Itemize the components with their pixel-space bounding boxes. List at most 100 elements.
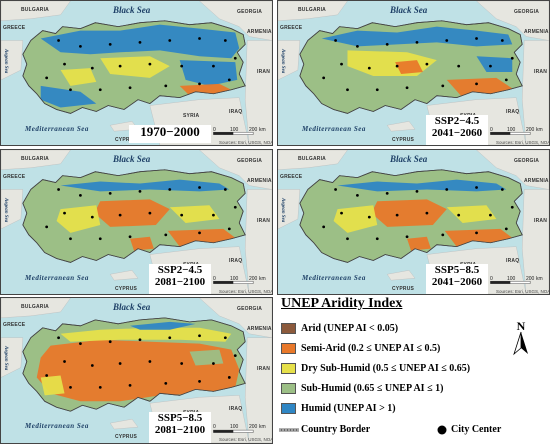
iraq-label: IRAQ bbox=[229, 258, 243, 264]
city-center-marker bbox=[57, 336, 60, 340]
aridity-region bbox=[321, 26, 513, 47]
legend-label-country-border: Country Border bbox=[301, 424, 371, 435]
period-years: 1970−2000 bbox=[140, 124, 200, 139]
city-center-marker bbox=[168, 39, 172, 42]
aridity-region bbox=[371, 199, 447, 227]
city-center-marker bbox=[90, 66, 94, 70]
city-center-marker bbox=[415, 190, 419, 193]
aridity-region bbox=[179, 60, 238, 86]
greece-label: GREECE bbox=[280, 25, 303, 31]
period-label: SSP5−8.5 2081−2100 bbox=[149, 412, 211, 443]
scale-bar bbox=[213, 131, 254, 135]
georgia-label: GEORGIA bbox=[514, 158, 540, 164]
city-center-marker bbox=[164, 84, 168, 88]
aridity-region bbox=[333, 205, 378, 233]
legend-label-sub-humid: Sub-Humid (0.65 ≤ UNEP AI ≤ 1) bbox=[301, 383, 444, 394]
city-center-marker bbox=[500, 39, 504, 42]
georgia-label: GEORGIA bbox=[237, 9, 263, 15]
city-center-marker bbox=[198, 380, 201, 383]
city-center-marker bbox=[489, 213, 492, 217]
cyprus-label: CYPRUS bbox=[115, 286, 138, 292]
source-credit: Sources: Esri, USGS, NOAA bbox=[496, 140, 550, 145]
aridity-region bbox=[395, 60, 423, 74]
city-center-marker bbox=[415, 41, 419, 44]
city-center-marker bbox=[233, 205, 237, 209]
map-canvas bbox=[1, 150, 272, 294]
aridity-region bbox=[94, 199, 170, 227]
map-panel-4: Black Sea Mediterranean Sea Aegean Sea BULG… bbox=[277, 149, 550, 295]
scenario-label: SSP5−8.5 bbox=[434, 264, 480, 276]
aridity-region bbox=[407, 236, 431, 251]
aridity-region bbox=[40, 375, 65, 396]
neighbor-land bbox=[476, 1, 549, 41]
scale-tick-100: 100 bbox=[230, 127, 239, 133]
city-center-marker bbox=[489, 64, 492, 68]
city-center-marker bbox=[138, 190, 142, 193]
black-sea-label: Black Sea bbox=[390, 5, 428, 15]
iran-label: IRAN bbox=[257, 218, 271, 224]
city-center-marker bbox=[198, 334, 201, 338]
city-center-marker bbox=[510, 205, 514, 209]
city-center-marker bbox=[148, 360, 152, 363]
neighbor-land bbox=[278, 189, 301, 230]
neighbor-land bbox=[199, 1, 272, 41]
city-center-marker bbox=[79, 193, 82, 197]
neighbor-land bbox=[244, 337, 272, 443]
aridity-region bbox=[56, 205, 101, 233]
aridity-region bbox=[36, 339, 240, 402]
scale-unit: km bbox=[259, 276, 266, 282]
aegean-sea-label: Aegean Sea bbox=[280, 49, 285, 74]
legend-label-arid: Arid (UNEP AI < 0.05) bbox=[301, 323, 399, 334]
aridity-region bbox=[446, 205, 497, 223]
georgia-label: GEORGIA bbox=[237, 306, 263, 312]
mediterranean-sea-label: Mediterranean Sea bbox=[302, 274, 366, 282]
neighbor-land bbox=[386, 121, 416, 132]
city-center-marker bbox=[45, 225, 49, 229]
scale-bar bbox=[213, 429, 254, 433]
city-center-marker bbox=[504, 227, 508, 231]
legend-swatch-sub-humid bbox=[281, 383, 296, 394]
city-center-marker bbox=[212, 213, 215, 217]
aegean-sea-label: Aegean Sea bbox=[3, 198, 8, 223]
greece-label: GREECE bbox=[280, 174, 303, 180]
iran-label: IRAN bbox=[257, 69, 271, 75]
neighbor-land bbox=[199, 298, 272, 338]
bulgaria-label: BULGARIA bbox=[298, 7, 326, 13]
armenia-label: ARMENIA bbox=[247, 326, 272, 332]
city-center-marker bbox=[69, 385, 72, 389]
neighbor-land bbox=[1, 298, 71, 319]
city-center-marker bbox=[322, 225, 326, 229]
legend-swatch-arid bbox=[281, 323, 296, 334]
neighbor-land bbox=[109, 418, 139, 430]
iraq-label: IRAQ bbox=[229, 109, 243, 115]
aridity-region bbox=[130, 321, 196, 330]
iran-label: IRAN bbox=[257, 366, 271, 372]
city-center-marker bbox=[168, 188, 172, 191]
city-center-marker bbox=[148, 211, 152, 215]
neighbor-land bbox=[278, 1, 348, 21]
cyprus-label: CYPRUS bbox=[115, 137, 138, 143]
country-border bbox=[299, 169, 523, 263]
iraq-label: IRAQ bbox=[506, 258, 520, 264]
aegean-sea-label: Aegean Sea bbox=[3, 346, 8, 371]
aegean-sea-label: Aegean Sea bbox=[3, 49, 8, 74]
city-center-marker bbox=[425, 211, 429, 215]
source-credit: Sources: Esri, USGS, NOAA bbox=[219, 437, 273, 442]
city-center-marker bbox=[98, 88, 102, 92]
source-credit: Sources: Esri, USGS, NOAA bbox=[496, 289, 550, 294]
city-center-marker bbox=[118, 213, 122, 217]
city-center-marker bbox=[405, 235, 409, 239]
map-panel-2: Black Sea Mediterranean Sea Aegean Sea BULG… bbox=[277, 0, 550, 146]
city-center-marker bbox=[198, 82, 201, 86]
city-center-marker bbox=[227, 376, 231, 379]
black-sea-label: Black Sea bbox=[113, 154, 151, 164]
city-center-marker bbox=[138, 338, 142, 342]
legend-swatch-dry-sub-humid bbox=[281, 363, 296, 374]
city-center-marker bbox=[441, 233, 445, 237]
period-label: SSP5−8.5 2041−2060 bbox=[426, 264, 488, 294]
city-center-marker bbox=[128, 384, 132, 387]
country-border bbox=[299, 20, 523, 114]
syria-label: SYRIA bbox=[183, 113, 200, 119]
city-center-marker bbox=[233, 56, 237, 60]
legend-title: UNEP Aridity Index bbox=[281, 296, 403, 311]
